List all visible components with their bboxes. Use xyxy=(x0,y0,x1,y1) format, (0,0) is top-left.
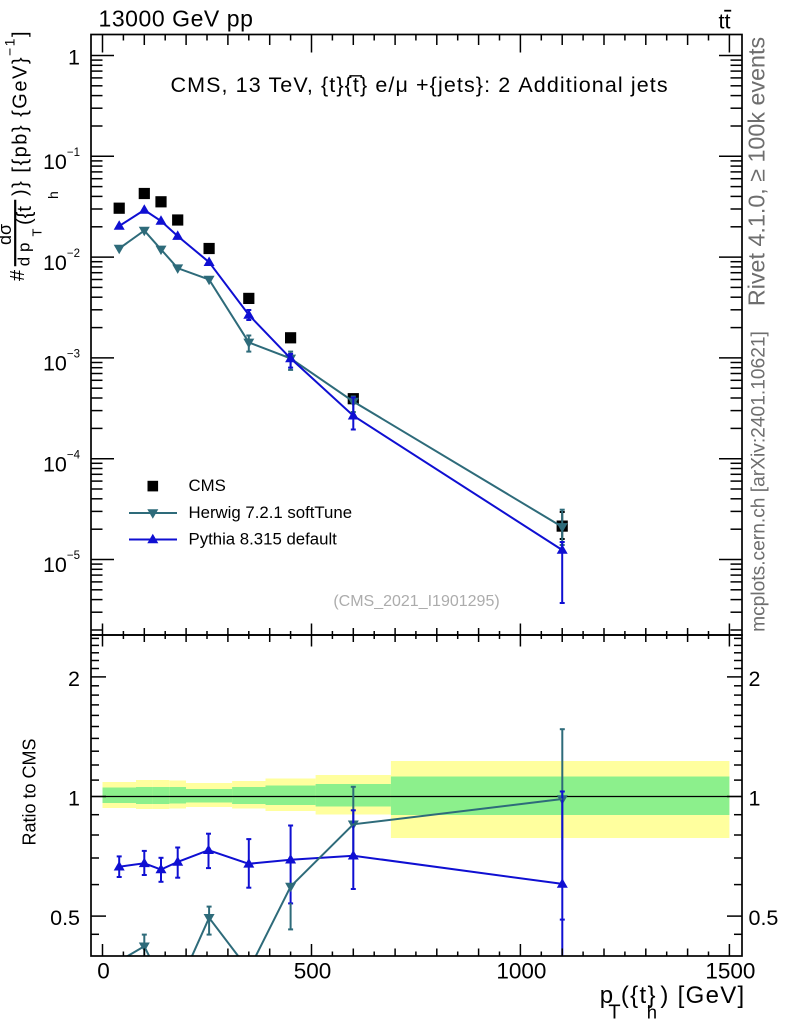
svg-text:1000: 1000 xyxy=(496,958,546,983)
svg-text:1: 1 xyxy=(68,46,80,70)
svg-text:Ratio to CMS: Ratio to CMS xyxy=(20,738,40,845)
svg-text:d p: d p xyxy=(15,243,34,267)
svg-text:Rivet 4.1.0, ≥ 100k events: Rivet 4.1.0, ≥ 100k events xyxy=(744,37,770,306)
svg-text:(CMS_2021_I1901295): (CMS_2021_I1901295) xyxy=(333,593,499,610)
svg-text:0: 0 xyxy=(97,958,110,983)
svg-text:0.5: 0.5 xyxy=(50,906,80,930)
svg-text:Pythia 8.315 default: Pythia 8.315 default xyxy=(189,529,338,548)
svg-text:mcplots.cern.ch [arXiv:2401.10: mcplots.cern.ch [arXiv:2401.10621] xyxy=(749,331,770,632)
svg-text:#: # xyxy=(7,269,29,281)
svg-text:CMS, 13 TeV, {t}{t̅} e/μ +{jet: CMS, 13 TeV, {t}{t̅} e/μ +{jets}: 2 Addi… xyxy=(170,73,668,97)
svg-text:2: 2 xyxy=(68,667,80,691)
svg-text:10−5: 10−5 xyxy=(43,550,80,577)
svg-text:0.5: 0.5 xyxy=(749,906,779,930)
svg-text:CMS: CMS xyxy=(189,476,226,495)
svg-text:tt: tt xyxy=(719,10,731,34)
svg-text:1: 1 xyxy=(68,787,80,811)
svg-text:({t: ({t xyxy=(14,206,36,225)
svg-text:T: T xyxy=(30,229,45,237)
svg-text:2: 2 xyxy=(749,667,761,691)
svg-text:dσ: dσ xyxy=(0,224,15,245)
svg-text:13000 GeV pp: 13000 GeV pp xyxy=(99,6,254,32)
svg-text:Herwig 7.2.1 softTune: Herwig 7.2.1 softTune xyxy=(189,503,353,522)
svg-text:1: 1 xyxy=(749,787,761,811)
svg-text:500: 500 xyxy=(294,958,332,983)
svg-text:1500: 1500 xyxy=(705,958,755,983)
svg-text:h: h xyxy=(45,191,61,199)
